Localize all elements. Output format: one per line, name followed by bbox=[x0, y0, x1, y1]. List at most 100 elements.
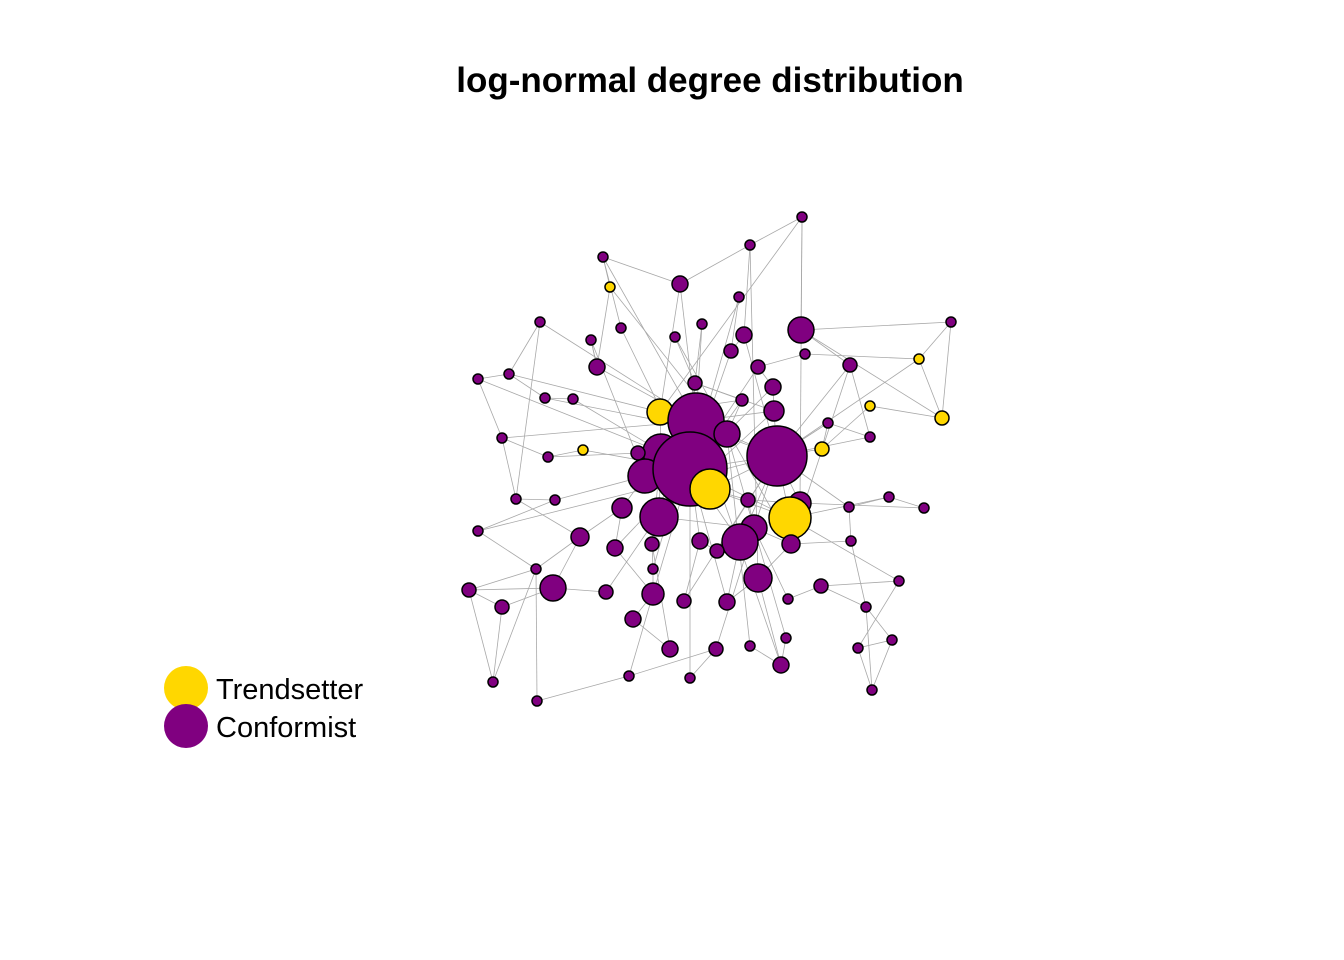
conformist-node bbox=[781, 534, 801, 554]
network-edge bbox=[730, 296, 740, 352]
network-edge bbox=[602, 256, 681, 285]
network-edge bbox=[849, 364, 871, 438]
network-edge bbox=[694, 382, 743, 401]
network-edge bbox=[865, 606, 873, 691]
conformist-node bbox=[822, 417, 834, 429]
conformist-node bbox=[639, 497, 679, 537]
network-edge bbox=[857, 639, 893, 649]
conformist-node bbox=[669, 331, 681, 343]
network-edge bbox=[800, 321, 952, 331]
network-edge bbox=[749, 216, 803, 246]
network-edge bbox=[918, 358, 943, 419]
conformist-node bbox=[696, 318, 708, 330]
conformist-node bbox=[860, 601, 872, 613]
conformist-node bbox=[721, 523, 759, 561]
conformist-node bbox=[570, 527, 590, 547]
network-edge bbox=[800, 329, 943, 419]
conformist-node bbox=[735, 326, 753, 344]
network-edge bbox=[596, 286, 611, 368]
conformist-node bbox=[623, 670, 635, 682]
conformist-node bbox=[503, 368, 515, 380]
network-edge bbox=[820, 580, 900, 587]
conformist-node bbox=[713, 420, 741, 448]
network-edge bbox=[468, 589, 494, 683]
chart-title: log-normal degree distribution bbox=[456, 61, 964, 100]
network-edge bbox=[941, 321, 952, 419]
conformist-node bbox=[461, 582, 477, 598]
conformist-node bbox=[918, 502, 930, 514]
network-edge bbox=[757, 577, 782, 666]
network-edge bbox=[508, 373, 546, 399]
network-edge bbox=[857, 580, 900, 649]
network-edge bbox=[726, 433, 755, 529]
network-edge bbox=[547, 449, 584, 458]
network-edge bbox=[743, 244, 751, 336]
conformist-node bbox=[567, 393, 579, 405]
conformist-node bbox=[691, 532, 709, 550]
network-edge bbox=[628, 593, 654, 677]
network-edge bbox=[501, 437, 549, 458]
network-edge bbox=[628, 648, 717, 677]
conformist-node bbox=[723, 343, 739, 359]
conformist-node bbox=[684, 672, 696, 684]
network-edge bbox=[869, 405, 943, 419]
network-edge bbox=[501, 437, 517, 500]
network-edge bbox=[515, 498, 581, 538]
trendsetter-node bbox=[934, 410, 950, 426]
trendsetter-node bbox=[768, 496, 812, 540]
legend-trendsetter-label: Trendsetter bbox=[216, 674, 364, 706]
conformist-node bbox=[763, 400, 785, 422]
network-edge bbox=[477, 378, 662, 453]
conformist-node bbox=[496, 432, 508, 444]
network-edge bbox=[492, 568, 537, 683]
conformist-node bbox=[744, 239, 756, 251]
conformist-node bbox=[945, 316, 957, 328]
network-edge bbox=[683, 540, 701, 602]
network-edge bbox=[508, 321, 541, 375]
conformist-node bbox=[534, 316, 546, 328]
network-edge bbox=[659, 283, 681, 413]
trendsetter-node bbox=[604, 281, 616, 293]
network-nodes bbox=[461, 211, 957, 707]
network-edge bbox=[804, 353, 920, 360]
conformist-node bbox=[864, 431, 876, 443]
trendsetter-node bbox=[689, 468, 731, 510]
conformist-node bbox=[735, 393, 749, 407]
conformist-node bbox=[539, 574, 567, 602]
network-edge bbox=[888, 496, 925, 509]
legend-conformist-swatch bbox=[164, 704, 208, 748]
conformist-node bbox=[597, 251, 609, 263]
conformist-node bbox=[472, 525, 484, 537]
network-edge bbox=[799, 502, 925, 509]
network-edge bbox=[790, 540, 852, 545]
conformist-node bbox=[746, 425, 808, 487]
conformist-node bbox=[588, 358, 606, 376]
network-edge bbox=[694, 323, 703, 384]
conformist-node bbox=[606, 539, 624, 557]
conformist-node bbox=[883, 491, 895, 503]
network-edge bbox=[679, 244, 751, 285]
conformist-node bbox=[782, 593, 794, 605]
network-edge bbox=[468, 587, 554, 591]
conformist-node bbox=[549, 494, 561, 506]
network-edge bbox=[492, 606, 503, 683]
conformist-node bbox=[539, 392, 551, 404]
conformist-node bbox=[843, 501, 855, 513]
conformist-node bbox=[624, 610, 642, 628]
trendsetter-node bbox=[913, 353, 925, 365]
conformist-node bbox=[772, 656, 790, 674]
conformist-node bbox=[542, 451, 554, 463]
network-edge bbox=[468, 568, 537, 591]
conformist-node bbox=[598, 584, 614, 600]
network-edge bbox=[602, 256, 697, 422]
network-edge bbox=[918, 321, 952, 360]
conformist-node bbox=[641, 582, 665, 606]
network-edge bbox=[477, 530, 537, 570]
conformist-node bbox=[744, 640, 756, 652]
conformist-node bbox=[845, 535, 857, 547]
network-edge bbox=[477, 499, 556, 532]
conformist-node bbox=[709, 543, 725, 559]
conformist-node bbox=[611, 497, 633, 519]
conformist-node bbox=[740, 492, 756, 508]
